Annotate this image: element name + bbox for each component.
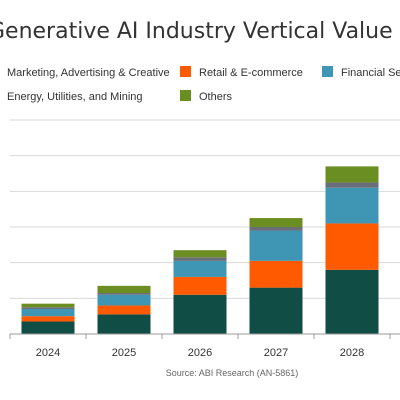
bar-segment (97, 314, 151, 334)
legend-item: Energy, Utilities, and Mining (7, 91, 143, 103)
bar-segment (173, 276, 227, 295)
legend-item: Marketing, Advertising & Creative (7, 67, 170, 79)
x-axis: 202420252026202720282029 (9, 333, 400, 359)
bar-segment (173, 260, 227, 277)
x-tick-label: 2025 (112, 347, 136, 359)
bar-segment (21, 309, 75, 317)
bar-segment (249, 230, 303, 261)
bars (21, 166, 379, 334)
x-tick-label: 2026 (188, 347, 212, 359)
bar-segment (325, 187, 379, 224)
source-note: Source: ABI Research (AN-5861) (166, 368, 299, 378)
legend-swatch (180, 90, 191, 101)
bar-segment (325, 223, 379, 270)
legend-label: Marketing, Advertising & Creative (7, 67, 170, 79)
bar-segment (21, 303, 75, 308)
bar-segment (249, 227, 303, 231)
bar-segment (249, 218, 303, 227)
bar-segment (21, 307, 75, 310)
bar-segment (97, 292, 151, 295)
x-tick-label: 2028 (340, 347, 364, 359)
legend-item: Retail & E-commerce (180, 66, 303, 79)
legend-label: Financial Services (341, 67, 400, 79)
bar-segment (325, 166, 379, 183)
bar-segment (97, 285, 151, 293)
bar-segment (325, 269, 379, 334)
x-tick-label: 2024 (36, 347, 60, 359)
x-tick-label: 2027 (264, 347, 288, 359)
legend-item: Financial Services (322, 66, 400, 79)
bar-segment (173, 294, 227, 334)
chart-title: Generative AI Industry Vertical Value Cr… (0, 19, 400, 44)
bar-segment (249, 260, 303, 288)
bar-segment (97, 294, 151, 306)
legend-swatch (322, 66, 333, 77)
bar-segment (249, 287, 303, 334)
bar-segment (97, 305, 151, 315)
legend: Marketing, Advertising & Creative Retail … (7, 66, 400, 103)
bar-segment (173, 250, 227, 258)
legend-label: Energy, Utilities, and Mining (7, 91, 143, 103)
bar-segment (21, 316, 75, 322)
legend-swatch (180, 66, 191, 77)
bar-segment (21, 321, 75, 334)
bar-segment (325, 182, 379, 188)
legend-label: Retail & E-commerce (199, 67, 303, 79)
bar-segment (173, 257, 227, 261)
legend-item: Others (180, 90, 233, 103)
legend-label: Others (199, 91, 233, 103)
